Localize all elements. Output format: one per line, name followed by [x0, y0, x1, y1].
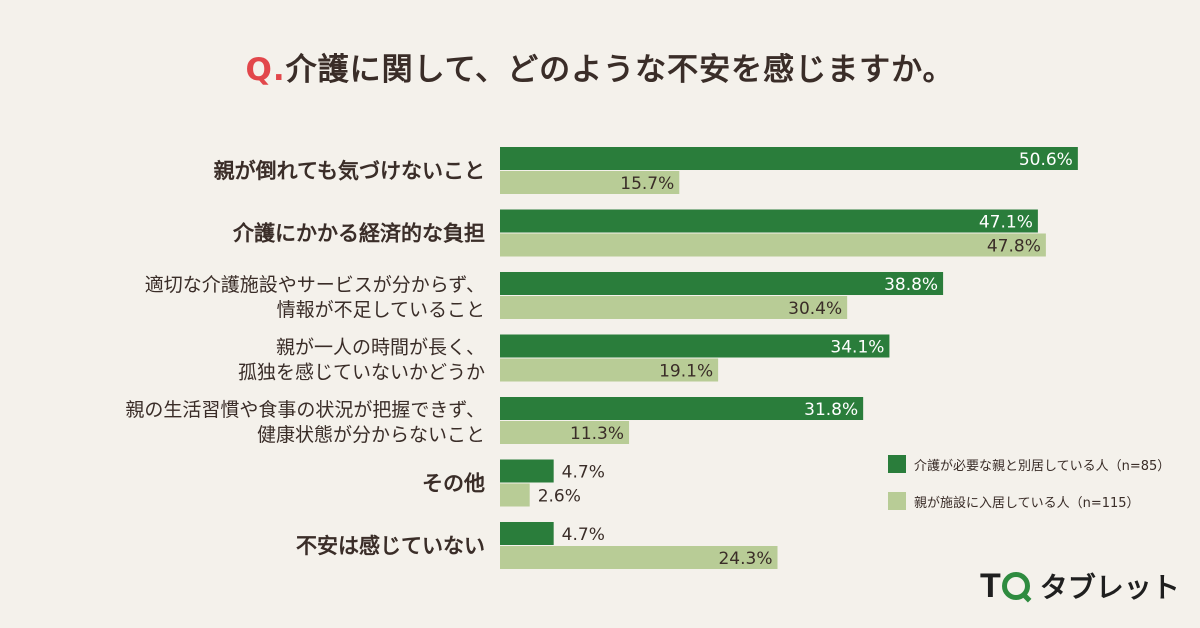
data-label-series-2: 2.6%	[538, 487, 581, 507]
logo-t: T	[980, 566, 1001, 605]
logo-q-icon	[1001, 572, 1030, 600]
data-label-series-1: 4.7%	[562, 463, 605, 483]
data-label-series-2: 15.7%	[620, 174, 674, 194]
data-label-series-1: 4.7%	[562, 525, 605, 545]
data-label-series-1: 47.1%	[979, 213, 1033, 233]
category-label-line: 孤独を感じていないかどうか	[238, 362, 485, 384]
bar-series-1	[500, 272, 944, 295]
bar-series-1	[500, 397, 864, 420]
legend-label-series-1: 介護が必要な親と別居している人（n=85）	[914, 458, 1171, 474]
category-label: 不安は感じていない	[296, 534, 485, 558]
category-label-line: 親が一人の時間が長く、	[276, 337, 485, 359]
legend-item-series-2: 親が施設に入居している人（n=115）	[888, 491, 1170, 511]
legend-label-series-2: 親が施設に入居している人（n=115）	[914, 495, 1140, 511]
bar-series-1	[500, 147, 1078, 170]
bar-series-2	[500, 546, 778, 569]
bar-series-2	[500, 233, 1046, 257]
legend-swatch-series-2	[888, 492, 906, 510]
category-label: 介護にかかる経済的な負担	[232, 222, 485, 246]
question-text: 介護に関して、どのような不安を感じますか。	[285, 52, 955, 88]
bar-series-2	[500, 421, 630, 444]
data-label-series-2: 19.1%	[659, 362, 713, 382]
bar-series-1	[500, 209, 1038, 233]
bar-series-2	[500, 171, 680, 194]
data-label-series-2: 30.4%	[788, 299, 842, 319]
bar-series-1	[500, 459, 554, 483]
data-label-series-2: 47.8%	[987, 237, 1041, 257]
bar-series-2	[500, 483, 530, 507]
bar-series-1	[500, 334, 890, 358]
data-label-series-1: 38.8%	[884, 275, 938, 295]
category-label: その他	[422, 472, 485, 496]
data-label-series-2: 24.3%	[718, 549, 772, 569]
bar-series-1	[500, 522, 554, 545]
category-label: 親が一人の時間が長く、孤独を感じていないかどうか	[238, 337, 485, 384]
category-label: 親の生活習慣や食事の状況が把握できず、健康状態が分からないこと	[125, 399, 485, 446]
bar-series-2	[500, 296, 848, 319]
data-label-series-1: 50.6%	[1019, 150, 1073, 170]
category-label-line: 親の生活習慣や食事の状況が把握できず、	[125, 399, 485, 421]
category-label: 親が倒れても気づけないこと	[214, 159, 485, 183]
question-prefix: Q.	[245, 52, 286, 88]
bar-series-2	[500, 358, 719, 382]
logo-brand-text: タブレット	[1039, 571, 1180, 604]
category-label-line: 情報が不足していること	[277, 299, 485, 321]
category-label-line: 適切な介護施設やサービスが分からず、	[145, 274, 485, 296]
legend-item-series-1: 介護が必要な親と別居している人（n=85）	[888, 454, 1170, 474]
category-label: 適切な介護施設やサービスが分からず、情報が不足していること	[145, 274, 485, 321]
legend-swatch-series-1	[888, 455, 906, 473]
data-label-series-2: 11.3%	[570, 424, 624, 444]
data-label-series-1: 34.1%	[830, 338, 884, 358]
chart-title: Q.介護に関して、どのような不安を感じますか。	[0, 44, 1200, 89]
category-label-line: 健康状態が分からないこと	[257, 424, 485, 446]
legend: 介護が必要な親と別居している人（n=85） 親が施設に入居している人（n=115…	[888, 454, 1170, 528]
brand-logo: T タブレット	[980, 566, 1180, 606]
data-label-series-1: 31.8%	[804, 400, 858, 420]
